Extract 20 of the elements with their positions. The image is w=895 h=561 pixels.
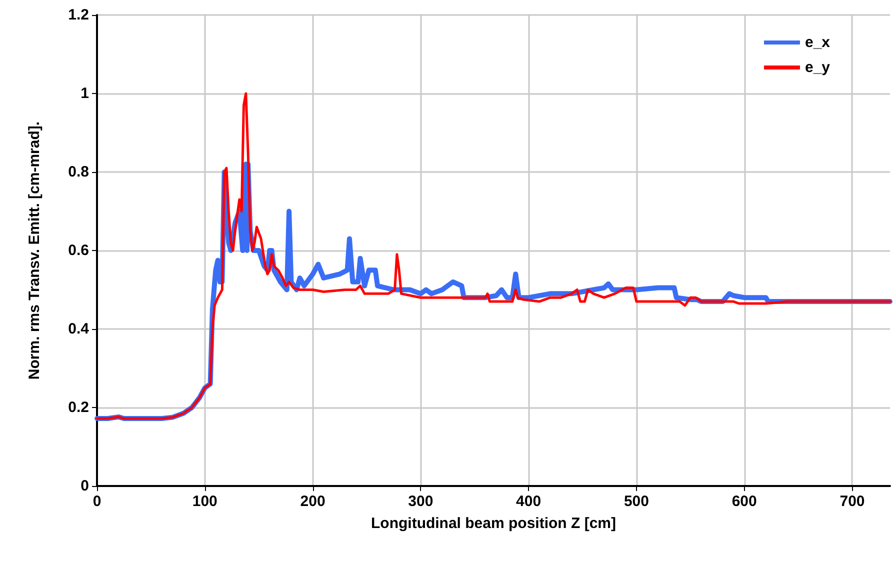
x-tick-label: 400 [516, 493, 542, 510]
x-tick-label: 100 [192, 493, 218, 510]
y-tick-label: 0.2 [68, 399, 89, 416]
y-tick-label: 0.6 [68, 242, 89, 259]
x-tick-label: 0 [92, 493, 102, 510]
y-axis-title: Norm. rms Transv. Emitt. [cm-mrad]. [26, 121, 43, 380]
y-tick-label: 0 [80, 478, 89, 494]
x-axis-title: Longitudinal beam position Z [cm] [371, 515, 616, 532]
x-tick-label: 300 [408, 493, 434, 510]
x-tick-label: 500 [624, 493, 649, 510]
y-tick-label: 0.8 [68, 164, 89, 180]
y-tick-label: 1.2 [68, 6, 89, 24]
y-tick-label: 1 [80, 85, 89, 102]
y-tick-label: 0.4 [68, 320, 90, 338]
legend-label: e_y [804, 59, 831, 76]
legend-label: e_x [804, 34, 831, 51]
x-tick-label: 200 [300, 493, 326, 510]
x-tick-label: 600 [732, 493, 757, 510]
line-series [96, 92, 892, 420]
x-tick-label: 700 [840, 493, 865, 510]
